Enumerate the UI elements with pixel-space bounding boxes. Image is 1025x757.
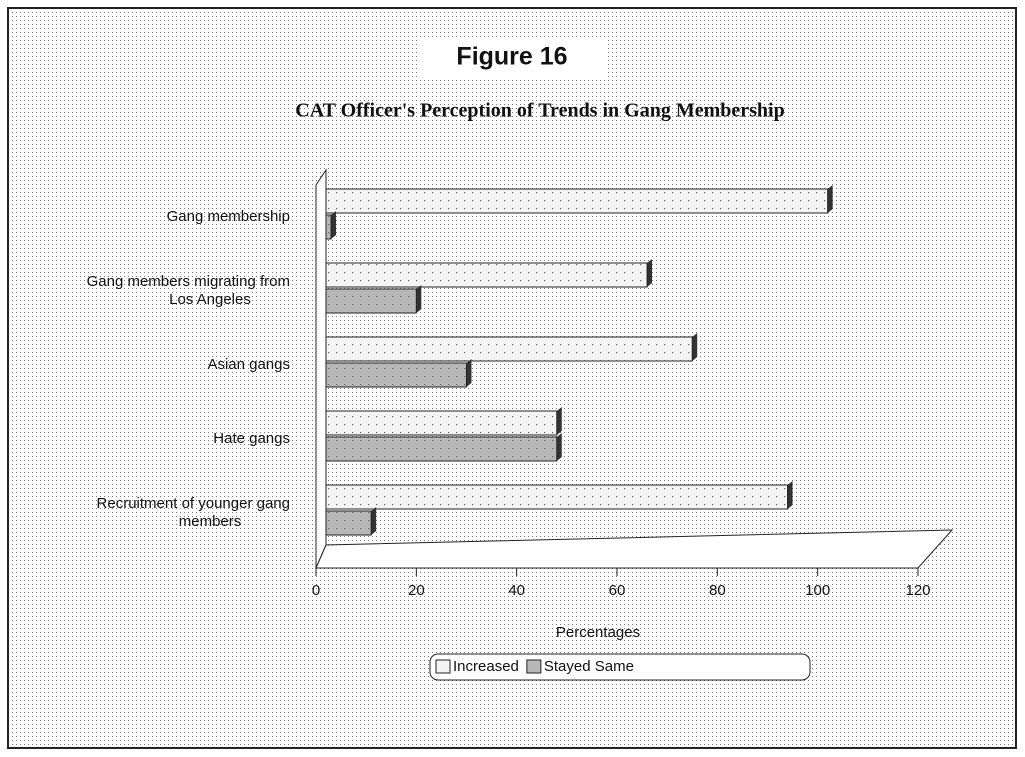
legend-swatch bbox=[526, 659, 542, 674]
bar-texture bbox=[326, 263, 648, 287]
category-label: Asian gangs bbox=[207, 356, 290, 373]
bar-depth bbox=[647, 259, 653, 287]
x-tick-label: 100 bbox=[805, 582, 830, 599]
bar-texture bbox=[326, 485, 788, 509]
category-label: Recruitment of younger gang members bbox=[97, 495, 290, 530]
bar-texture bbox=[326, 511, 372, 535]
chart-subtitle: CAT Officer's Perception of Trends in Ga… bbox=[295, 100, 784, 122]
bar-texture bbox=[326, 289, 417, 313]
category-label: Gang members migrating from Los Angeles bbox=[87, 273, 290, 308]
x-tick-label: 120 bbox=[905, 582, 930, 599]
legend bbox=[429, 653, 811, 681]
legend-label: Stayed Same bbox=[544, 658, 634, 675]
bar-texture bbox=[326, 189, 828, 213]
category-label: Gang membership bbox=[167, 208, 290, 225]
bar-texture bbox=[326, 411, 557, 435]
x-tick-label: 0 bbox=[312, 582, 320, 599]
bar-depth bbox=[827, 185, 833, 213]
bar-depth bbox=[556, 433, 562, 461]
bar-texture bbox=[326, 215, 332, 239]
legend-label: Increased bbox=[453, 658, 519, 675]
bar-texture bbox=[326, 363, 467, 387]
x-tick-label: 80 bbox=[709, 582, 726, 599]
frame bbox=[7, 7, 1017, 749]
title-bg bbox=[420, 38, 605, 78]
bar-texture bbox=[326, 437, 557, 461]
bar-depth bbox=[787, 481, 793, 509]
chart-title: Figure 16 bbox=[456, 43, 567, 71]
x-tick-label: 60 bbox=[609, 582, 626, 599]
bar-depth bbox=[416, 285, 422, 313]
bar-depth bbox=[466, 359, 472, 387]
bar-depth bbox=[692, 333, 698, 361]
bar-depth bbox=[371, 507, 377, 535]
x-axis-label: Percentages bbox=[556, 624, 640, 641]
x-tick-label: 40 bbox=[508, 582, 525, 599]
bar-texture bbox=[326, 337, 693, 361]
legend-swatch bbox=[435, 659, 451, 674]
bar-depth bbox=[556, 407, 562, 435]
side-wall bbox=[315, 168, 327, 569]
bar-depth bbox=[331, 211, 337, 239]
category-label: Hate gangs bbox=[213, 430, 290, 447]
x-tick-label: 20 bbox=[408, 582, 425, 599]
